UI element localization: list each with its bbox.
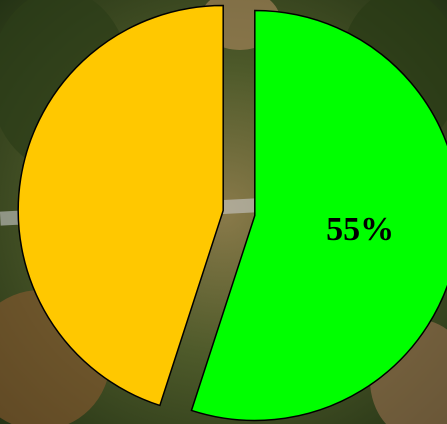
pie-slice <box>190 9 447 422</box>
pie: 55% <box>17 4 447 422</box>
pie-slice <box>17 4 224 407</box>
value-label: 55% <box>326 211 394 248</box>
